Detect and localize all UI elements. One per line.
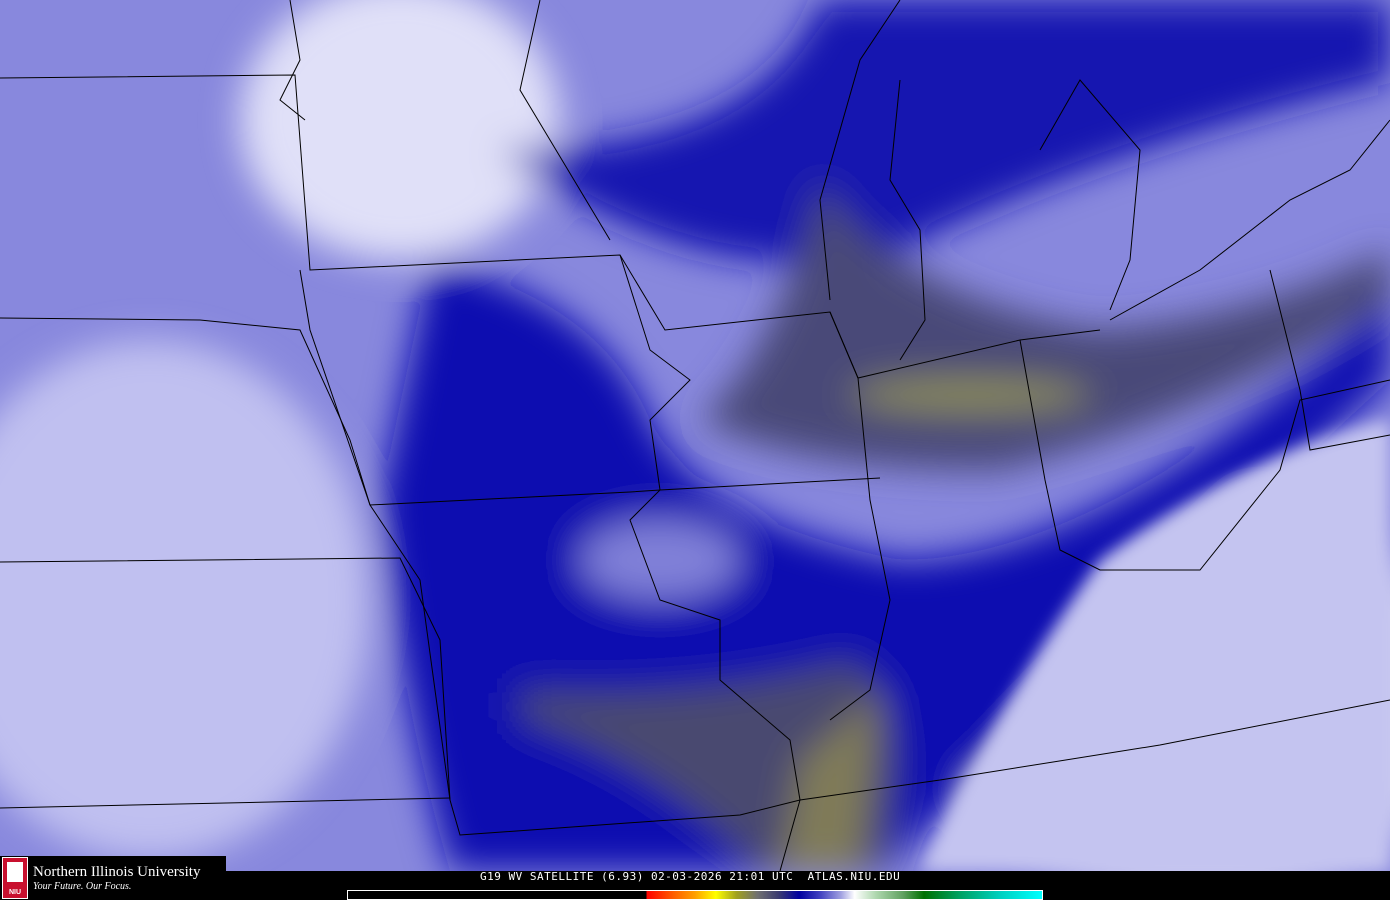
niu-seal-icon: NIU [2, 857, 28, 899]
moist-swirl-center [580, 520, 740, 600]
moist-region-north [240, 0, 560, 260]
moist-region-west [0, 340, 370, 860]
water-vapor-satellite-image [0, 0, 1390, 871]
color-scale-bar [347, 890, 1043, 900]
dark-band-north [500, 0, 1390, 263]
university-name: Northern Illinois University [33, 863, 201, 880]
niu-logo: NIU Northern Illinois University Your Fu… [0, 856, 226, 900]
moist-plume-southeast [920, 420, 1390, 871]
state-borders [0, 0, 1390, 871]
dry-slot-south-olive [780, 690, 880, 871]
image-caption: G19 WV SATELLITE (6.93) 02-03-2026 21:01… [480, 870, 901, 883]
university-tagline: Your Future. Our Focus. [33, 880, 132, 892]
dry-slot-olive [850, 377, 1090, 413]
seal-text: NIU [8, 889, 22, 896]
